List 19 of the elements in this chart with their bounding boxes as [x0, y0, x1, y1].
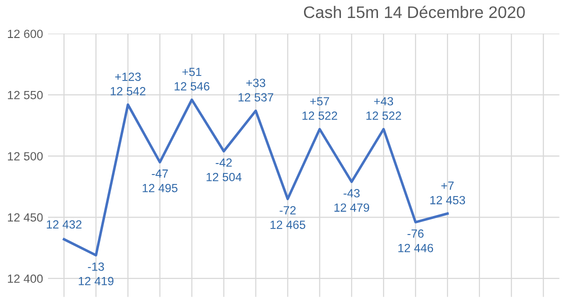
- data-label: -13 12 419: [78, 262, 114, 286]
- y-tick-label: 12 600: [8, 30, 43, 38]
- data-label: -47 12 495: [142, 170, 178, 192]
- y-tick-label: 12 450: [8, 213, 43, 222]
- chart-title: Cash 15m 14 Décembre 2020: [304, 6, 525, 18]
- data-label: -42 12 504: [206, 158, 242, 182]
- y-tick-label: 12 550: [8, 90, 43, 100]
- data-label: -43 12 479: [334, 189, 370, 212]
- data-label: +33 12 537: [238, 78, 274, 102]
- data-label: +51 12 546: [174, 68, 210, 90]
- data-label: +123 12 542: [110, 72, 146, 96]
- y-tick-label: 12 500: [8, 152, 43, 160]
- data-label: 12 432: [46, 220, 82, 229]
- data-label: -76 12 446: [398, 229, 434, 252]
- data-label: +7 12 453: [430, 182, 466, 204]
- data-label: +43 12 522: [366, 97, 402, 120]
- data-label: +57 12 522: [302, 97, 338, 120]
- data-label: -72 12 465: [270, 206, 306, 229]
- y-tick-label: 12 400: [8, 274, 43, 283]
